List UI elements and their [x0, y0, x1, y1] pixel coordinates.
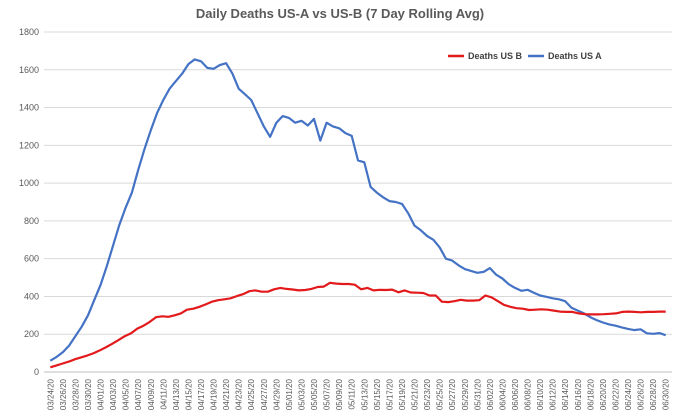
- x-tick-label: 04/25/20: [247, 378, 256, 410]
- x-tick-label: 06/20/20: [599, 378, 608, 410]
- x-tick-label: 04/07/20: [134, 378, 143, 410]
- x-tick-label: 05/19/20: [398, 378, 407, 410]
- y-tick-label: 1000: [19, 178, 39, 188]
- x-tick-label: 06/14/20: [561, 378, 570, 410]
- y-tick-label: 0: [34, 367, 39, 377]
- x-tick-label: 06/26/20: [637, 378, 646, 410]
- legend-label-deaths-us-a: Deaths US A: [548, 51, 602, 61]
- x-tick-label: 05/21/20: [411, 378, 420, 410]
- x-tick-label: 04/01/20: [97, 378, 106, 410]
- x-tick-label: 06/24/20: [624, 378, 633, 410]
- x-tick-label: 05/17/20: [385, 378, 394, 410]
- x-tick-label: 04/27/20: [260, 378, 269, 410]
- x-tick-label: 06/18/20: [586, 378, 595, 410]
- y-tick-label: 800: [24, 216, 39, 226]
- y-tick-label: 600: [24, 254, 39, 264]
- x-tick-label: 05/07/20: [323, 378, 332, 410]
- x-tick-label: 06/30/20: [662, 378, 671, 410]
- x-tick-label: 05/09/20: [335, 378, 344, 410]
- x-tick-label: 04/23/20: [235, 378, 244, 410]
- x-tick-label: 05/15/20: [373, 378, 382, 410]
- x-tick-label: 04/21/20: [222, 378, 231, 410]
- x-tick-label: 03/26/20: [59, 378, 68, 410]
- y-tick-label: 400: [24, 291, 39, 301]
- x-tick-label: 06/22/20: [611, 378, 620, 410]
- x-tick-label: 05/27/20: [448, 378, 457, 410]
- x-tick-label: 03/24/20: [46, 378, 55, 410]
- x-tick-label: 05/01/20: [285, 378, 294, 410]
- x-tick-label: 04/17/20: [197, 378, 206, 410]
- x-tick-label: 04/13/20: [172, 378, 181, 410]
- x-tick-label: 06/10/20: [536, 378, 545, 410]
- x-tick-label: 04/29/20: [272, 378, 281, 410]
- x-tick-label: 04/15/20: [184, 378, 193, 410]
- x-tick-label: 05/31/20: [473, 378, 482, 410]
- x-tick-label: 05/05/20: [310, 378, 319, 410]
- x-tick-label: 03/28/20: [71, 378, 80, 410]
- x-tick-label: 04/05/20: [122, 378, 131, 410]
- x-tick-label: 06/06/20: [511, 378, 520, 410]
- x-tick-label: 04/19/20: [210, 378, 219, 410]
- x-tick-label: 06/08/20: [524, 378, 533, 410]
- y-tick-label: 1200: [19, 140, 39, 150]
- x-tick-label: 06/12/20: [549, 378, 558, 410]
- y-tick-label: 200: [24, 329, 39, 339]
- series-line-deaths-us-a: [49, 58, 667, 362]
- x-tick-label: 05/23/20: [423, 378, 432, 410]
- chart-title: Daily Deaths US-A vs US-B (7 Day Rolling…: [195, 6, 485, 21]
- x-tick-label: 05/25/20: [436, 378, 445, 410]
- x-tick-label: 03/30/20: [84, 378, 93, 410]
- x-tick-label: 06/02/20: [486, 378, 495, 410]
- y-tick-label: 1400: [19, 103, 39, 113]
- x-tick-label: 05/03/20: [297, 378, 306, 410]
- x-tick-label: 04/03/20: [109, 378, 118, 410]
- x-tick-label: 06/16/20: [574, 378, 583, 410]
- y-tick-label: 1600: [19, 65, 39, 75]
- x-tick-label: 05/11/20: [348, 378, 357, 409]
- x-tick-label: 05/13/20: [360, 378, 369, 410]
- series-line-deaths-us-b: [49, 281, 666, 369]
- x-tick-label: 06/04/20: [498, 378, 507, 410]
- x-tick-label: 06/28/20: [649, 378, 658, 410]
- x-tick-label: 04/11/20: [159, 378, 168, 409]
- x-tick-label: 04/09/20: [147, 378, 156, 410]
- y-tick-label: 1800: [19, 27, 39, 37]
- x-tick-label: 05/29/20: [461, 378, 470, 410]
- legend-label-deaths-us-b: Deaths US B: [468, 51, 523, 61]
